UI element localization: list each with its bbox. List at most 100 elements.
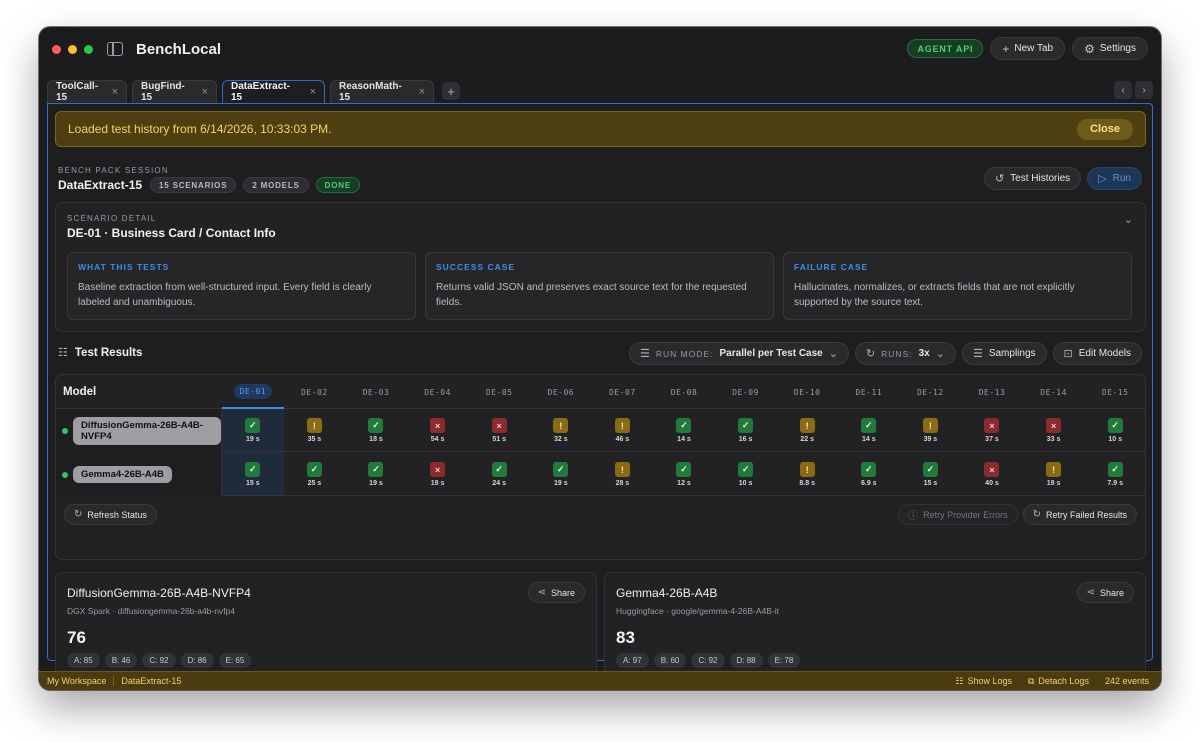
- column-header-de-04[interactable]: DE-04: [407, 375, 469, 409]
- session-label[interactable]: DataExtract-15: [121, 676, 182, 686]
- column-header-de-01[interactable]: DE-01: [222, 375, 284, 409]
- result-cell[interactable]: ! 8.8 s: [776, 453, 838, 496]
- close-tab-icon[interactable]: ×: [309, 86, 316, 98]
- result-cell[interactable]: × 51 s: [468, 409, 530, 452]
- refresh-status-button[interactable]: ↻ Refresh Status: [64, 504, 157, 525]
- chevron-down-icon[interactable]: ⌄: [1123, 214, 1133, 226]
- runs-select[interactable]: ↻ RUNS: 3x ⌄: [854, 342, 956, 365]
- result-cell[interactable]: ✓ 7.9 s: [1084, 453, 1145, 496]
- warn-status-icon: !: [922, 418, 938, 433]
- result-cell[interactable]: ! 28 s: [592, 453, 654, 496]
- box-label: SUCCESS CASE: [436, 262, 516, 272]
- column-header-de-14[interactable]: DE-14: [1023, 375, 1085, 409]
- scenario-title: DE-01 · Business Card / Contact Info: [67, 226, 276, 240]
- result-cell[interactable]: ✓ 14 s: [653, 409, 715, 452]
- column-label: DE-12: [917, 387, 944, 397]
- pass-status-icon: ✓: [738, 462, 754, 477]
- close-window-button[interactable]: [52, 44, 61, 54]
- column-header-de-10[interactable]: DE-10: [776, 375, 838, 409]
- retry-failed-results-button[interactable]: ↻ Retry Failed Results: [1022, 504, 1137, 525]
- tab-toolcall[interactable]: ToolCall-15 ×: [47, 80, 127, 103]
- tab-reasonmath[interactable]: ReasonMath-15 ×: [330, 80, 434, 103]
- result-cell[interactable]: ✓ 10 s: [1084, 409, 1145, 452]
- duration-label: 51 s: [492, 436, 506, 443]
- retry-provider-errors-button[interactable]: ⓘ Retry Provider Errors: [898, 504, 1018, 525]
- result-cell[interactable]: ✓ 10 s: [715, 453, 777, 496]
- minimize-window-button[interactable]: [68, 44, 77, 54]
- result-cell[interactable]: ✓ 16 s: [715, 409, 777, 452]
- history-icon: ↺: [994, 173, 1005, 185]
- edit-models-button[interactable]: ⊡ Edit Models: [1052, 342, 1142, 365]
- run-mode-select[interactable]: ☰ RUN MODE: Parallel per Test Case ⌄: [629, 342, 849, 365]
- result-cell[interactable]: ! 46 s: [592, 409, 654, 452]
- results-list-icon: ☷: [58, 347, 68, 359]
- result-cell[interactable]: ✓ 15 s: [222, 453, 284, 496]
- result-cell[interactable]: ✓ 24 s: [468, 453, 530, 496]
- test-histories-button[interactable]: ↺ Test Histories: [983, 167, 1082, 190]
- result-cell[interactable]: ! 32 s: [530, 409, 592, 452]
- column-header-de-05[interactable]: DE-05: [468, 375, 530, 409]
- result-cell[interactable]: × 54 s: [407, 409, 469, 452]
- result-cell[interactable]: ✓ 12 s: [653, 453, 715, 496]
- agent-api-badge[interactable]: AGENT API: [907, 39, 984, 58]
- result-cell[interactable]: × 40 s: [961, 453, 1023, 496]
- result-cell[interactable]: × 37 s: [961, 409, 1023, 452]
- share-button[interactable]: ⋖ Share: [1076, 582, 1134, 603]
- duration-label: 40 s: [985, 480, 999, 487]
- show-logs-button[interactable]: ☷ Show Logs: [955, 676, 1012, 687]
- result-cell[interactable]: ✓ 14 s: [838, 409, 900, 452]
- result-cell[interactable]: ✓ 19 s: [345, 453, 407, 496]
- zoom-window-button[interactable]: [84, 44, 93, 54]
- tab-next-icon[interactable]: ›: [1135, 81, 1153, 99]
- result-cell[interactable]: ✓ 19 s: [530, 453, 592, 496]
- result-cell[interactable]: ! 39 s: [900, 409, 962, 452]
- add-tab-button[interactable]: +: [442, 82, 460, 100]
- column-header-de-06[interactable]: DE-06: [530, 375, 592, 409]
- result-cell[interactable]: ! 35 s: [284, 409, 346, 452]
- close-tab-icon[interactable]: ×: [418, 86, 425, 98]
- result-cell[interactable]: ✓ 6.9 s: [838, 453, 900, 496]
- share-icon: ⋖: [1086, 587, 1095, 598]
- column-header-de-07[interactable]: DE-07: [592, 375, 654, 409]
- banner-close-button[interactable]: Close: [1077, 118, 1133, 140]
- duration-label: 18 s: [369, 436, 383, 443]
- sidebar-toggle-icon[interactable]: [107, 42, 123, 56]
- column-label: DE-02: [301, 387, 328, 397]
- close-tab-icon[interactable]: ×: [201, 86, 208, 98]
- online-status-dot: [62, 427, 68, 434]
- column-header-de-09[interactable]: DE-09: [715, 375, 777, 409]
- model-name-pill[interactable]: Gemma4-26B-A4B: [73, 466, 172, 483]
- result-cell[interactable]: ✓ 25 s: [284, 453, 346, 496]
- column-header-de-15[interactable]: DE-15: [1084, 375, 1145, 409]
- result-cell[interactable]: ✓ 15 s: [900, 453, 962, 496]
- column-header-de-13[interactable]: DE-13: [961, 375, 1023, 409]
- duration-label: 19 s: [553, 480, 568, 487]
- result-cell[interactable]: ✓ 19 s: [222, 409, 284, 452]
- share-button[interactable]: ⋖ Share: [527, 582, 585, 603]
- warn-status-icon: !: [1046, 462, 1062, 477]
- model-name-pill[interactable]: DiffusionGemma-26B-A4B-NVFP4: [73, 416, 221, 445]
- settings-button[interactable]: ⚙ Settings: [1072, 37, 1148, 60]
- column-header-de-03[interactable]: DE-03: [345, 375, 407, 409]
- tab-bugfind[interactable]: BugFind-15 ×: [132, 80, 217, 103]
- samplings-label: Samplings: [988, 348, 1036, 359]
- detach-logs-button[interactable]: ⧉ Detach Logs: [1028, 676, 1089, 687]
- result-cell[interactable]: × 33 s: [1023, 409, 1085, 452]
- samplings-button[interactable]: ☰ Samplings: [961, 342, 1047, 365]
- close-tab-icon[interactable]: ×: [111, 86, 118, 98]
- result-cell[interactable]: ! 19 s: [1023, 453, 1085, 496]
- column-header-de-12[interactable]: DE-12: [900, 375, 962, 409]
- scenarios-count-badge: 15 SCENARIOS: [150, 177, 237, 193]
- result-cell[interactable]: ! 22 s: [776, 409, 838, 452]
- run-button[interactable]: ▷ Run: [1087, 167, 1142, 190]
- column-header-de-11[interactable]: DE-11: [838, 375, 900, 409]
- tab-prev-icon[interactable]: ‹: [1114, 81, 1132, 99]
- result-cell[interactable]: × 19 s: [407, 453, 469, 496]
- tab-dataextract[interactable]: DataExtract-15 ×: [222, 80, 325, 103]
- column-header-de-08[interactable]: DE-08: [653, 375, 715, 409]
- new-tab-button[interactable]: + New Tab: [990, 37, 1066, 60]
- card-subtitle: Huggingface · google/gemma-4-26B-A4B-it: [616, 606, 780, 616]
- workspace-label[interactable]: My Workspace: [47, 676, 107, 686]
- column-header-de-02[interactable]: DE-02: [284, 375, 346, 409]
- result-cell[interactable]: ✓ 18 s: [345, 409, 407, 452]
